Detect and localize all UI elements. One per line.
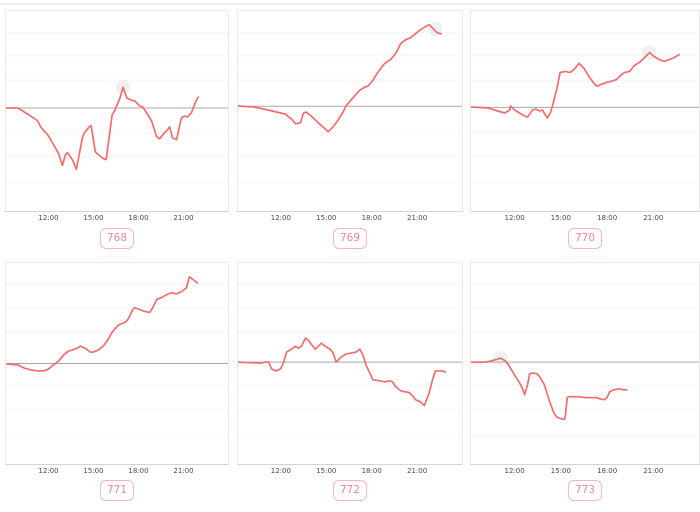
x-tick-label: 21:00 <box>173 214 194 222</box>
chart-cell: · ·· · ·· · 12:00 15:00 18:00 21:00 771 <box>0 252 233 512</box>
chart-badge[interactable]: 771 <box>99 480 135 501</box>
x-tick-label: 18:00 <box>361 214 382 222</box>
chart-cell: · ·· · ·· · 12:00 15:00 18:00 21:00 773 <box>467 252 700 512</box>
x-tick-label: 15:00 <box>316 214 337 222</box>
x-tick-label: 18:00 <box>596 467 618 475</box>
chart-cell: · ·· · ·· · 12:00 15:00 18:00 21:00 770 <box>467 0 700 252</box>
clipped-title-fragment: · ·· · ·· · <box>330 254 370 260</box>
x-tick-label: 12:00 <box>504 214 525 222</box>
clipped-title-fragment: · ·· · ·· · <box>565 0 605 3</box>
line-chart <box>237 10 463 212</box>
chart-badge[interactable]: 772 <box>332 480 368 501</box>
x-tick-label: 21:00 <box>173 467 194 475</box>
x-tick-label: 15:00 <box>83 214 104 222</box>
clipped-title-fragment: · ·· · ·· · <box>97 254 137 260</box>
line-chart <box>470 262 700 465</box>
x-tick-label: 21:00 <box>643 214 664 222</box>
x-tick-label: 18:00 <box>596 214 618 222</box>
x-tick-label: 15:00 <box>83 467 104 475</box>
clipped-title-fragment: · ·· · ·· · <box>97 0 137 3</box>
chart-cell: · ·· · ·· · 12:00 15:00 18:00 21:00 769 <box>233 0 467 252</box>
clipped-title-fragment: · ·· · ·· · <box>565 254 605 260</box>
x-tick-label: 12:00 <box>38 467 59 475</box>
x-tick-label: 18:00 <box>128 214 149 222</box>
x-tick-label: 12:00 <box>504 467 525 475</box>
x-tick-label: 12:00 <box>270 214 291 222</box>
x-tick-label: 21:00 <box>643 467 664 475</box>
chart-badge[interactable]: 769 <box>332 228 368 249</box>
x-tick-label: 12:00 <box>38 214 59 222</box>
x-axis-ticks: 12:00 15:00 18:00 21:00 <box>470 467 700 479</box>
chart-badge[interactable]: 770 <box>567 228 603 249</box>
x-tick-label: 18:00 <box>361 467 382 475</box>
clipped-title-fragment: · ·· · ·· · <box>330 0 370 3</box>
line-chart <box>5 10 229 212</box>
x-tick-label: 15:00 <box>550 467 571 475</box>
chart-badge[interactable]: 768 <box>99 228 135 249</box>
chart-cell: · ·· · ·· · 12:00 15:00 18:00 21:00 768 <box>0 0 233 252</box>
x-axis-ticks: 12:00 15:00 18:00 21:00 <box>470 214 700 226</box>
top-strip <box>0 3 700 5</box>
x-axis-ticks: 12:00 15:00 18:00 21:00 <box>237 214 463 226</box>
x-tick-label: 21:00 <box>407 214 428 222</box>
x-tick-label: 18:00 <box>128 467 149 475</box>
x-axis-ticks: 12:00 15:00 18:00 21:00 <box>5 467 229 479</box>
x-tick-label: 15:00 <box>550 214 571 222</box>
x-tick-label: 12:00 <box>270 467 291 475</box>
x-tick-label: 15:00 <box>316 467 337 475</box>
line-chart <box>5 262 229 465</box>
line-chart <box>237 262 463 465</box>
chart-cell: · ·· · ·· · 12:00 15:00 18:00 21:00 772 <box>233 252 467 512</box>
line-chart <box>470 10 700 212</box>
x-axis-ticks: 12:00 15:00 18:00 21:00 <box>237 467 463 479</box>
chart-badge[interactable]: 773 <box>567 480 603 501</box>
x-axis-ticks: 12:00 15:00 18:00 21:00 <box>5 214 229 226</box>
x-tick-label: 21:00 <box>407 467 428 475</box>
